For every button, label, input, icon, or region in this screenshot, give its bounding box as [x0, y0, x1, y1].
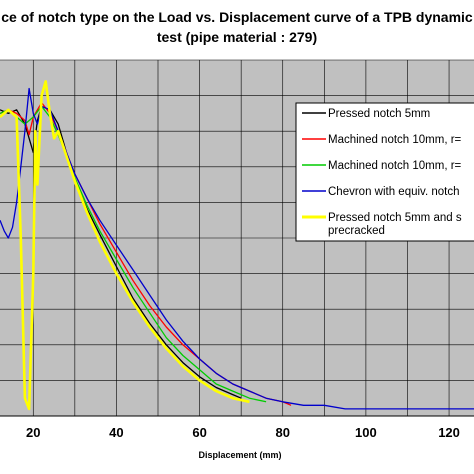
legend-label-5-line2: precracked [328, 225, 385, 237]
series-lines [0, 80, 474, 411]
legend: Pressed notch 5mm Machined notch 10mm, r=… [295, 102, 474, 242]
series-line-4 [0, 87, 474, 410]
legend-label-1: Pressed notch 5mm [328, 108, 430, 120]
chart-title-line1: ce of notch type on the Load vs. Displac… [1, 9, 473, 25]
x-tick-label: 60 [192, 425, 206, 440]
legend-label-2: Machined notch 10mm, r= [328, 134, 462, 146]
legend-label-5: Pressed notch 5mm and s [328, 212, 462, 224]
x-tick-label: 20 [26, 425, 40, 440]
x-tick-label: 100 [355, 425, 377, 440]
series-line-3 [0, 105, 267, 403]
series-line-5 [0, 80, 250, 411]
x-tick-label: 120 [438, 425, 460, 440]
legend-label-3: Machined notch 10mm, r= [328, 160, 462, 172]
chart-title-line2: test (pipe material : 279) [157, 29, 317, 45]
x-tick-label: 80 [276, 425, 290, 440]
x-tick-label: 40 [109, 425, 123, 440]
legend-label-4: Chevron with equiv. notch [328, 186, 459, 198]
x-tick-labels: 20 40 60 80 100 120 [26, 425, 460, 440]
x-axis-label: Displacement (mm) [198, 450, 281, 460]
